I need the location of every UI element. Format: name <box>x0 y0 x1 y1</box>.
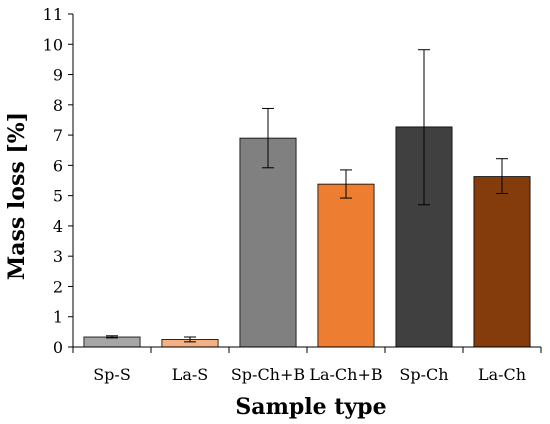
bar-sp-ch <box>395 126 453 348</box>
y-tick-label: 1 <box>53 308 63 327</box>
x-tick-label: La-Ch+B <box>309 365 382 384</box>
y-tick-label: 0 <box>53 338 63 357</box>
y-tick-label: 3 <box>53 247 63 266</box>
x-tick-label: Sp-Ch <box>399 365 448 384</box>
bar-la-ch-b <box>317 183 375 348</box>
y-tick-label: 5 <box>53 187 63 206</box>
y-tick-label: 2 <box>53 277 63 296</box>
bar-la-ch <box>473 176 531 348</box>
y-tick-label: 7 <box>53 126 63 145</box>
x-tick-labels: Sp-S La-S Sp-Ch+B La-Ch+B Sp-Ch La-Ch <box>93 365 526 384</box>
bar-sp-ch-b <box>239 137 297 348</box>
x-axis-title: Sample type <box>235 394 386 420</box>
y-tick-label: 10 <box>43 35 63 54</box>
y-tick-label: 6 <box>53 156 63 175</box>
x-tick-label: Sp-S <box>93 365 131 384</box>
y-tick-labels: 0 1 2 3 4 5 6 7 8 9 10 11 <box>43 5 63 357</box>
y-tick-label: 4 <box>53 217 63 236</box>
bars <box>83 126 531 348</box>
x-tick-label: La-S <box>172 365 209 384</box>
axes <box>68 13 542 353</box>
error-bars <box>106 49 508 343</box>
y-tick-label: 11 <box>43 5 63 24</box>
y-axis-title: Mass loss [%] <box>4 112 30 280</box>
y-tick-label: 9 <box>53 66 63 85</box>
y-tick-label: 8 <box>53 96 63 115</box>
bar-sp-s <box>83 336 141 348</box>
x-tick-label: La-Ch <box>478 365 526 384</box>
x-tick-label: Sp-Ch+B <box>231 365 305 384</box>
